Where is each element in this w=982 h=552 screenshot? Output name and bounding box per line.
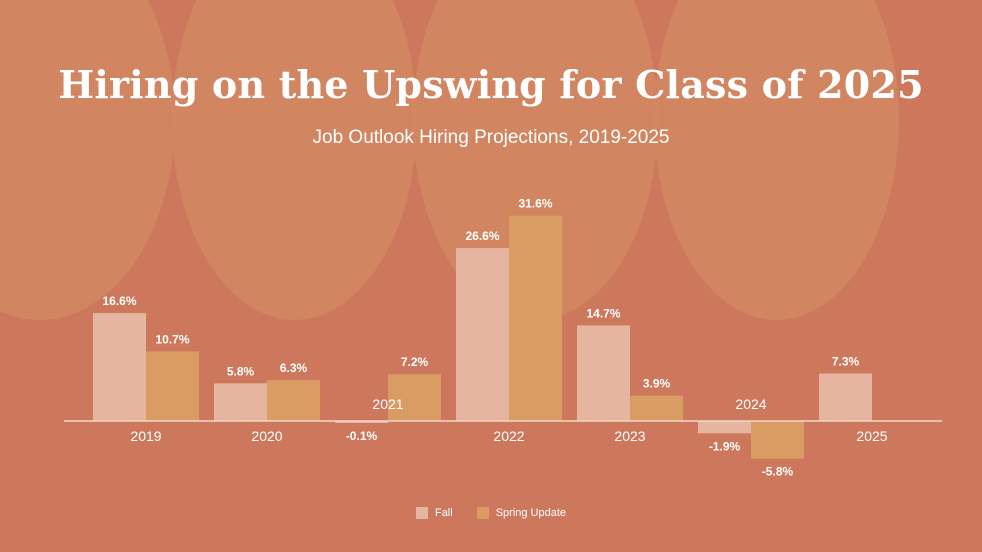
data-label-spring-update-2023: 3.9% (643, 377, 671, 391)
x-tick-label-2023: 2023 (614, 428, 645, 444)
bar-fall-2019 (93, 313, 146, 421)
bar-spring-update-2019 (146, 351, 199, 421)
data-label-fall-2019: 16.6% (102, 294, 136, 308)
bar-fall-2020 (214, 383, 267, 421)
chart-title: Hiring on the Upswing for Class of 2025 (58, 62, 924, 107)
x-tick-label-2019: 2019 (130, 428, 161, 444)
bar-spring-update-2022 (509, 215, 562, 421)
data-label-spring-update-2022: 31.6% (518, 197, 552, 211)
legend-item-spring-update: Spring Update (476, 507, 567, 519)
data-label-spring-update-2024: -5.8% (762, 465, 794, 479)
data-label-fall-2024: -1.9% (709, 439, 741, 453)
chart-subtitle: Job Outlook Hiring Projections, 2019-202… (312, 127, 670, 148)
bar-fall-2025 (819, 373, 872, 421)
data-label-fall-2021: -0.1% (346, 429, 378, 443)
x-tick-label-2024: 2024 (735, 396, 766, 412)
x-tick-label-2022: 2022 (493, 428, 524, 444)
bar-fall-2022 (456, 248, 509, 421)
data-label-spring-update-2020: 6.3% (280, 361, 308, 375)
legend-item-fall: Fall (415, 507, 453, 519)
bar-fall-2024 (698, 421, 751, 434)
bar-spring-update-2023 (630, 395, 683, 421)
bar-spring-update-2024 (751, 421, 804, 459)
bar-fall-2023 (577, 325, 630, 421)
data-label-spring-update-2019: 10.7% (155, 332, 189, 346)
legend-swatch-spring-update (476, 507, 489, 519)
legend-label-spring-update: Spring Update (495, 507, 567, 519)
background-circle (172, 0, 417, 320)
data-label-spring-update-2021: 7.2% (401, 355, 429, 369)
bar-spring-update-2021 (388, 374, 441, 421)
data-label-fall-2023: 14.7% (586, 306, 620, 320)
x-tick-label-2021: 2021 (372, 396, 403, 412)
legend-label-fall: Fall (434, 507, 453, 519)
x-tick-label-2020: 2020 (251, 428, 282, 444)
data-label-fall-2020: 5.8% (227, 364, 255, 378)
chart-legend: Fall Spring Update (0, 507, 982, 519)
bar-fall-2021 (335, 421, 388, 423)
legend-swatch-fall (415, 507, 428, 519)
background-circle (654, 0, 899, 320)
x-tick-label-2025: 2025 (856, 428, 887, 444)
data-label-fall-2022: 26.6% (465, 229, 499, 243)
data-label-fall-2025: 7.3% (832, 355, 860, 369)
bar-spring-update-2020 (267, 380, 320, 421)
